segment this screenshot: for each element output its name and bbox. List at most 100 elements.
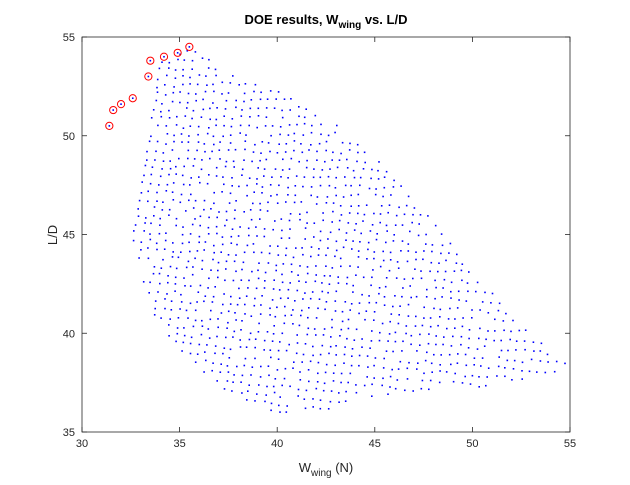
data-point bbox=[524, 329, 527, 331]
data-point bbox=[290, 271, 293, 273]
data-point bbox=[280, 218, 283, 220]
data-point bbox=[357, 250, 360, 252]
data-point bbox=[305, 281, 307, 283]
data-point bbox=[159, 175, 162, 178]
data-point bbox=[213, 244, 215, 247]
data-point bbox=[137, 215, 140, 217]
data-point bbox=[307, 369, 310, 371]
data-point bbox=[260, 91, 262, 94]
data-point bbox=[243, 92, 246, 95]
data-point bbox=[171, 149, 174, 151]
data-point bbox=[328, 184, 331, 187]
data-point bbox=[496, 375, 498, 377]
data-point bbox=[191, 117, 193, 120]
data-point bbox=[532, 341, 535, 343]
data-point bbox=[241, 268, 243, 271]
data-point bbox=[363, 151, 366, 154]
data-point bbox=[194, 319, 197, 322]
data-point bbox=[373, 257, 375, 260]
data-point bbox=[222, 176, 224, 178]
data-point bbox=[330, 336, 332, 338]
data-point bbox=[439, 308, 442, 311]
data-point bbox=[345, 390, 347, 393]
data-point bbox=[417, 362, 419, 364]
data-point bbox=[341, 320, 344, 323]
data-point bbox=[374, 357, 377, 359]
data-point bbox=[321, 282, 323, 284]
data-point bbox=[212, 83, 214, 86]
data-point bbox=[399, 305, 401, 307]
data-point bbox=[280, 237, 283, 239]
data-point bbox=[467, 290, 469, 293]
data-point bbox=[208, 58, 210, 61]
data-point bbox=[438, 381, 441, 384]
data-point bbox=[353, 339, 356, 341]
data-point bbox=[425, 296, 428, 298]
data-point bbox=[218, 211, 220, 213]
data-point bbox=[216, 107, 218, 109]
data-point bbox=[217, 326, 219, 329]
data-point bbox=[289, 385, 291, 388]
data-point bbox=[217, 261, 220, 264]
data-point bbox=[229, 82, 232, 84]
data-point bbox=[303, 398, 306, 400]
data-point bbox=[189, 342, 192, 345]
data-point bbox=[225, 160, 228, 163]
data-point bbox=[200, 168, 203, 171]
data-point bbox=[209, 107, 211, 110]
highlighted-point bbox=[109, 105, 118, 115]
data-point bbox=[233, 166, 235, 168]
data-point bbox=[191, 223, 194, 226]
data-point bbox=[252, 151, 255, 153]
data-point bbox=[270, 356, 272, 359]
data-point bbox=[415, 258, 417, 261]
data-point bbox=[383, 296, 386, 298]
data-point bbox=[332, 210, 334, 213]
data-point bbox=[194, 218, 196, 220]
data-point bbox=[150, 173, 153, 176]
data-point bbox=[152, 272, 155, 275]
data-point bbox=[375, 238, 378, 241]
data-point bbox=[309, 297, 312, 300]
data-point bbox=[187, 149, 190, 152]
data-point bbox=[378, 161, 380, 163]
data-point bbox=[306, 159, 308, 162]
data-point bbox=[385, 224, 388, 227]
data-point bbox=[418, 223, 420, 225]
data-point bbox=[198, 241, 200, 244]
data-point bbox=[382, 377, 384, 380]
data-point bbox=[390, 194, 392, 196]
data-point bbox=[373, 251, 376, 253]
data-point bbox=[165, 232, 167, 234]
data-point bbox=[188, 241, 190, 244]
data-point bbox=[235, 270, 237, 273]
data-point bbox=[162, 201, 164, 203]
data-point bbox=[233, 260, 236, 263]
data-point bbox=[377, 178, 380, 180]
data-point bbox=[450, 363, 452, 366]
data-point bbox=[169, 265, 172, 268]
data-point bbox=[207, 226, 210, 229]
highlighted-point-center bbox=[188, 46, 191, 48]
data-point bbox=[352, 291, 354, 293]
data-point bbox=[340, 372, 343, 375]
data-point bbox=[461, 279, 463, 282]
data-point bbox=[407, 195, 410, 198]
data-point bbox=[199, 284, 202, 287]
data-point bbox=[294, 300, 296, 302]
data-point bbox=[257, 269, 259, 272]
data-point bbox=[272, 385, 275, 388]
data-point bbox=[466, 282, 469, 284]
data-point bbox=[254, 357, 256, 360]
data-point bbox=[361, 338, 363, 340]
data-point bbox=[476, 348, 479, 350]
data-point bbox=[231, 228, 234, 230]
data-point bbox=[284, 367, 287, 370]
data-point bbox=[290, 263, 293, 266]
y-tick-label: 50 bbox=[63, 131, 75, 143]
data-point bbox=[296, 334, 298, 336]
data-point bbox=[283, 377, 286, 380]
data-point bbox=[394, 340, 397, 343]
data-point bbox=[319, 230, 322, 233]
data-point bbox=[397, 267, 400, 269]
